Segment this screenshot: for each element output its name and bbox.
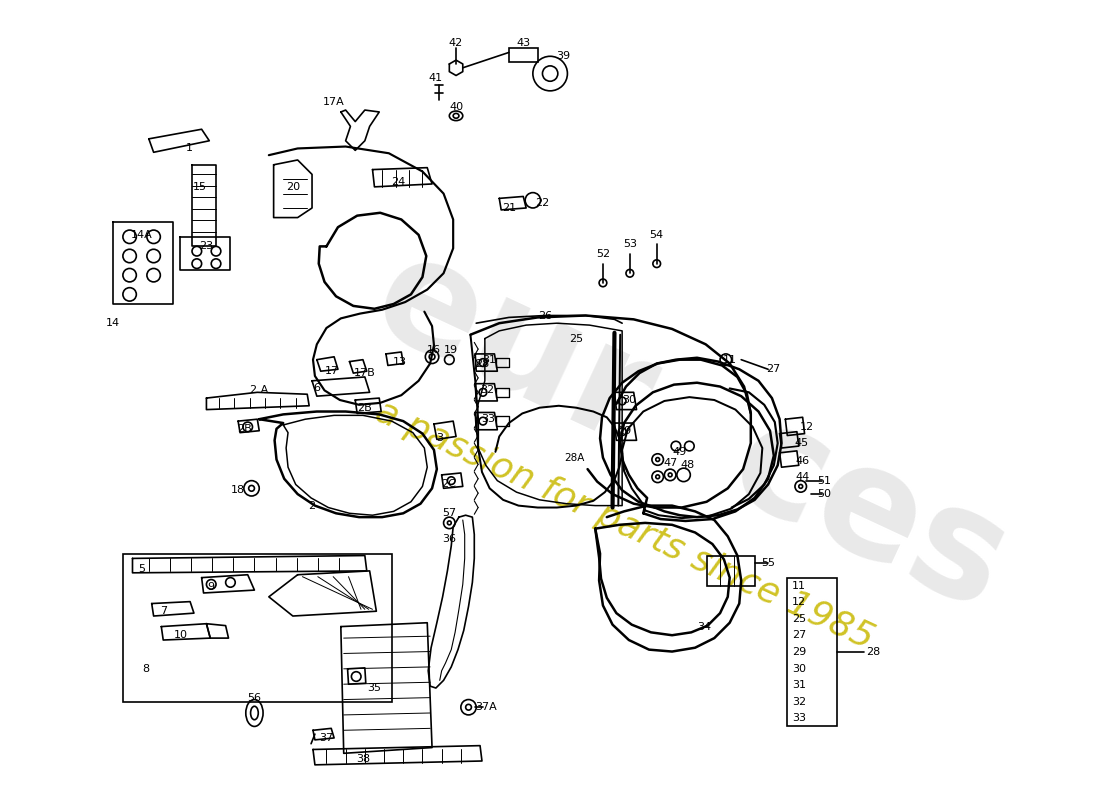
Text: 30: 30	[621, 395, 636, 405]
Text: 15: 15	[192, 182, 207, 192]
Text: 37A: 37A	[475, 702, 497, 712]
Text: 10: 10	[174, 630, 187, 640]
Text: 34: 34	[697, 622, 712, 631]
Text: 30: 30	[792, 663, 806, 674]
Text: 38: 38	[356, 754, 370, 764]
Text: 6: 6	[314, 383, 320, 394]
Text: 18: 18	[231, 486, 245, 495]
Text: 27: 27	[792, 630, 806, 641]
Text: 54: 54	[650, 230, 663, 240]
Text: 17A: 17A	[323, 98, 345, 107]
Text: 11: 11	[723, 354, 737, 365]
Text: 53: 53	[623, 239, 637, 250]
Text: 43: 43	[516, 38, 530, 48]
Text: 37: 37	[319, 733, 333, 743]
Text: 39: 39	[557, 51, 571, 62]
Text: 47: 47	[663, 458, 678, 468]
Text: 25: 25	[792, 614, 806, 624]
Text: 16: 16	[427, 345, 441, 355]
Text: 32: 32	[792, 697, 806, 706]
Text: 2B: 2B	[358, 402, 372, 413]
Text: 31: 31	[483, 354, 497, 365]
Text: 31: 31	[792, 680, 806, 690]
Text: 2B: 2B	[238, 424, 252, 434]
Text: 25: 25	[569, 334, 583, 343]
Text: 7: 7	[160, 606, 167, 616]
Bar	[123, 554, 392, 702]
Bar	[509, 48, 538, 62]
Text: 2: 2	[308, 501, 316, 510]
Text: 29: 29	[617, 426, 631, 436]
Text: 5: 5	[139, 564, 145, 574]
Bar	[706, 555, 755, 586]
Text: 1: 1	[186, 143, 192, 154]
Text: 2C: 2C	[441, 479, 455, 490]
Text: 28A: 28A	[564, 453, 584, 462]
Text: 45: 45	[794, 438, 808, 448]
Text: 17B: 17B	[354, 368, 376, 378]
Text: 12: 12	[800, 422, 814, 432]
Text: 28: 28	[867, 647, 881, 657]
Text: 21: 21	[502, 203, 516, 213]
Text: 33: 33	[792, 713, 806, 723]
Text: 57: 57	[442, 508, 456, 518]
Text: 44: 44	[795, 472, 810, 482]
Text: 28: 28	[475, 358, 490, 369]
Text: 14A: 14A	[131, 230, 153, 240]
Text: 42: 42	[449, 38, 463, 48]
Text: 19: 19	[444, 345, 459, 355]
Text: 22: 22	[536, 198, 550, 208]
Text: 40: 40	[449, 102, 463, 112]
Text: 55: 55	[761, 558, 776, 568]
Text: 49: 49	[672, 447, 686, 457]
Text: 27: 27	[766, 364, 780, 374]
Text: 35: 35	[367, 683, 382, 693]
Text: 46: 46	[795, 457, 810, 466]
Text: 48: 48	[680, 460, 694, 470]
Text: 36: 36	[442, 534, 456, 544]
Text: 12: 12	[792, 598, 806, 607]
Text: 52: 52	[596, 249, 611, 259]
Text: a passion for parts since 1985: a passion for parts since 1985	[370, 394, 879, 655]
Bar	[788, 578, 837, 726]
Text: 8: 8	[142, 664, 150, 674]
Text: 13: 13	[393, 357, 406, 366]
Text: 33: 33	[481, 414, 495, 424]
Text: 11: 11	[792, 581, 806, 591]
Text: eur  ces: eur ces	[352, 218, 1031, 640]
Text: 20: 20	[286, 182, 300, 192]
Text: 29: 29	[792, 647, 806, 657]
Text: 51: 51	[817, 476, 830, 486]
Text: 26: 26	[538, 310, 552, 321]
Text: 9: 9	[208, 582, 214, 592]
Text: 24: 24	[392, 177, 406, 187]
Text: 3: 3	[437, 434, 443, 443]
Text: 56: 56	[248, 693, 262, 702]
Text: 23: 23	[199, 242, 213, 251]
Text: 17: 17	[326, 366, 339, 376]
Text: 14: 14	[107, 318, 120, 328]
Text: 41: 41	[429, 74, 443, 83]
Text: 2 A: 2 A	[250, 386, 268, 395]
Text: 50: 50	[817, 489, 830, 499]
Text: 32: 32	[481, 386, 495, 395]
